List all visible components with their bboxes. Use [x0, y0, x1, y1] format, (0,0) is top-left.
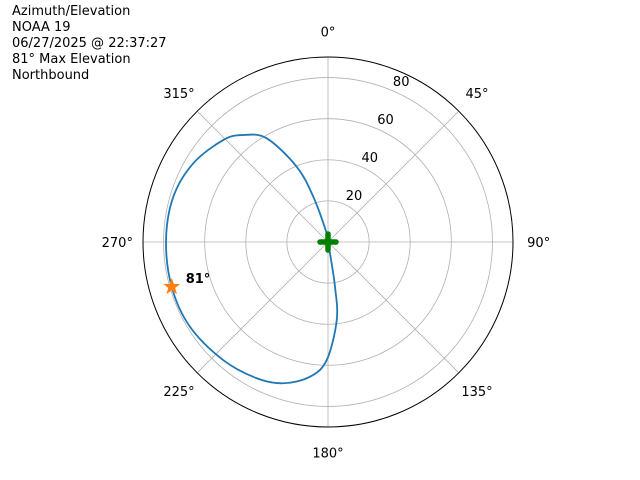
title-line: NOAA 19 — [12, 20, 71, 35]
angular-gridline — [196, 241, 329, 374]
title-line: 06/27/2025 @ 22:37:27 — [12, 36, 167, 51]
theta-tick-label: 270° — [102, 236, 133, 251]
max-elevation-star-marker — [163, 277, 181, 295]
max-elevation-label: 81° — [186, 272, 211, 287]
title-line: Azimuth/Elevation — [12, 4, 131, 19]
r-tick-label: 80 — [393, 75, 410, 90]
theta-tick-label: 225° — [163, 385, 194, 400]
center-plus-marker — [317, 231, 339, 253]
theta-tick-label: 315° — [163, 87, 194, 102]
theta-tick-label: 0° — [321, 25, 336, 40]
r-tick-label: 40 — [361, 151, 378, 166]
angular-gridline — [327, 110, 460, 243]
theta-tick-label: 180° — [312, 447, 343, 462]
theta-tick-label: 90° — [527, 236, 550, 251]
theta-tick-label: 135° — [461, 385, 492, 400]
title-line: 81° Max Elevation — [12, 52, 131, 67]
theta-tick-label: 45° — [465, 87, 488, 102]
chart-title: Azimuth/Elevation NOAA 19 06/27/2025 @ 2… — [12, 4, 167, 84]
title-line: Northbound — [12, 68, 90, 83]
r-tick-label: 60 — [377, 113, 394, 128]
angular-gridline — [196, 110, 329, 243]
angular-gridline — [327, 241, 460, 374]
polar-frame — [142, 56, 514, 428]
r-tick-label: 20 — [346, 189, 363, 204]
